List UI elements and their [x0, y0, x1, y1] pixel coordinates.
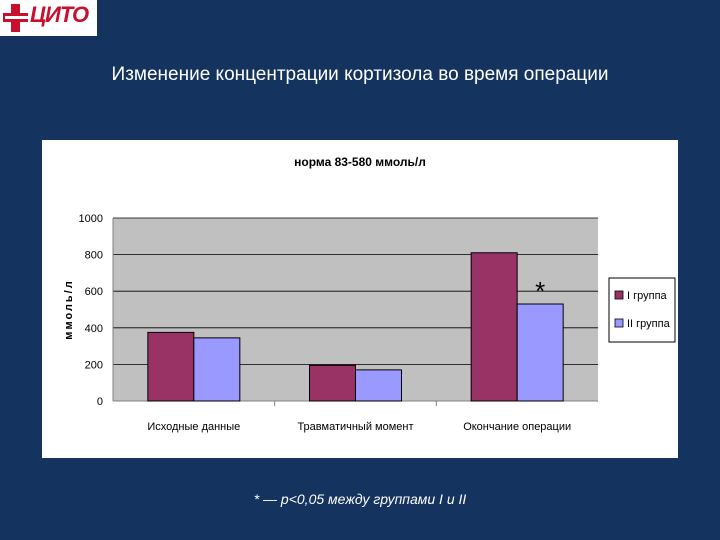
- legend: [608, 277, 676, 343]
- bar-chart: норма 83-580 ммоль/л 0 200 400 600 800 1000 ммо…: [63, 155, 676, 433]
- chart-title: норма 83-580 ммоль/л: [294, 155, 426, 169]
- bar-1: [309, 364, 356, 402]
- footnote: * — p<0,05 между группами I и II: [253, 491, 467, 507]
- bar-1: [147, 331, 195, 402]
- logo-text: ЦИТО: [30, 2, 89, 27]
- y-tick-label: 400: [85, 323, 103, 335]
- legend-label: II группа: [627, 318, 671, 330]
- legend-swatch: [614, 318, 624, 328]
- y-tick-label: 1000: [79, 213, 103, 225]
- logo-cross-icon: [3, 4, 33, 32]
- bar-2: [355, 369, 402, 402]
- y-tick-label: 800: [85, 250, 103, 262]
- legend-label: I группа: [627, 290, 668, 302]
- x-tick-label: Травматичный момент: [297, 421, 413, 433]
- bar-1: [470, 252, 518, 402]
- x-tick-label: Исходные данные: [147, 421, 240, 433]
- significance-marker: *: [535, 276, 545, 306]
- legend-swatch: [614, 290, 624, 300]
- logo: ЦИТО: [0, 0, 97, 36]
- x-tick-label: Окончание операции: [463, 421, 571, 433]
- y-tick-label: 200: [85, 359, 103, 371]
- y-axis-label: ммоль/л: [63, 279, 75, 339]
- bar-2: [516, 303, 564, 402]
- chart-panel: норма 83-580 ммоль/л 0 200 400 600 800 1000 ммо…: [42, 140, 678, 458]
- bar-2: [193, 337, 241, 402]
- slide-title: Изменение концентрации кортизола во врем…: [111, 64, 609, 85]
- y-tick-label: 600: [85, 286, 103, 298]
- y-tick-label: 0: [97, 396, 103, 408]
